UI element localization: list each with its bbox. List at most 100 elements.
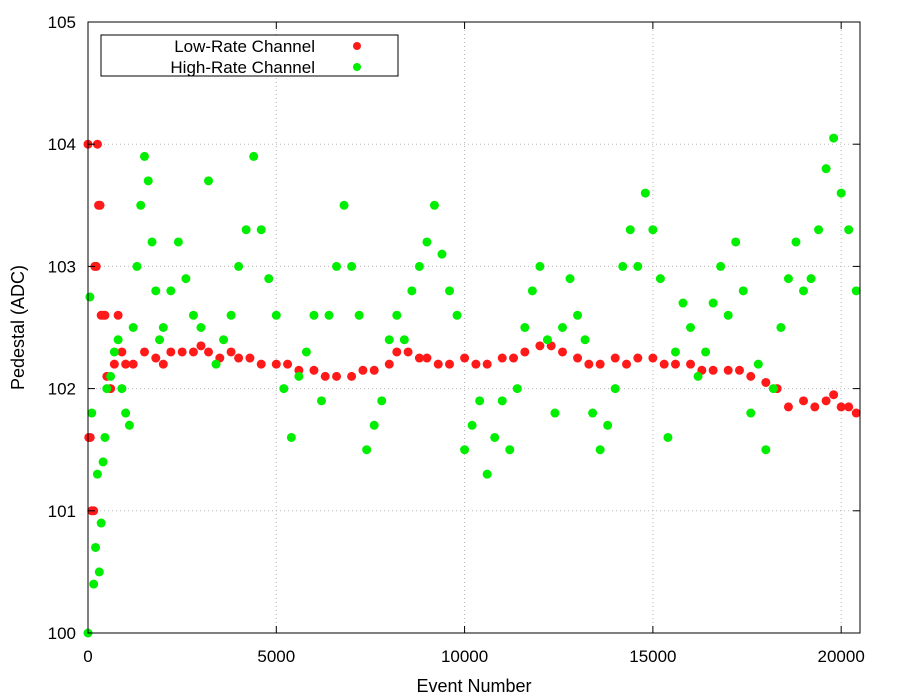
data-point-high-rate (580, 335, 590, 345)
data-point-low-rate (445, 359, 455, 369)
data-point-high-rate (512, 384, 522, 394)
data-point-high-rate (746, 408, 756, 418)
data-point-high-rate (708, 298, 718, 308)
data-point-low-rate (670, 359, 680, 369)
data-point-high-rate (686, 323, 696, 332)
data-point-high-rate (181, 274, 191, 284)
data-point-high-rate (452, 310, 462, 320)
plot-frame (87, 21, 861, 634)
data-point-low-rate (746, 371, 756, 381)
data-point-high-rate (844, 225, 854, 235)
data-point-high-rate (437, 249, 447, 259)
data-point-high-rate (98, 457, 108, 467)
data-point-high-rate (460, 445, 470, 455)
data-point-high-rate (151, 286, 161, 296)
y-tick-label: 105 (48, 13, 76, 32)
data-point-low-rate (414, 353, 424, 363)
data-point-high-rate (670, 347, 680, 357)
data-point-high-rate (256, 225, 266, 235)
data-point-high-rate (655, 274, 665, 284)
data-point-high-rate (414, 261, 424, 271)
data-point-low-rate (283, 359, 293, 369)
data-point-high-rate (791, 237, 801, 247)
data-point-high-rate (173, 237, 183, 247)
data-point-high-rate (557, 323, 567, 332)
data-point-low-rate (557, 347, 567, 357)
data-point-high-rate (354, 310, 364, 320)
data-point-low-rate (471, 359, 481, 369)
data-point-high-rate (113, 335, 123, 345)
legend-label-low-rate: Low-Rate Channel (174, 37, 315, 56)
data-point-low-rate (95, 200, 105, 210)
data-point-high-rate (117, 384, 127, 394)
data-point-low-rate (433, 359, 443, 369)
data-point-high-rate (286, 432, 296, 442)
data-point-high-rate (851, 286, 861, 296)
y-tick-label: 103 (48, 257, 76, 276)
data-point-high-rate (520, 323, 530, 332)
data-point-low-rate (497, 353, 507, 363)
y-tick-label: 101 (48, 502, 76, 521)
data-point-low-rate (851, 408, 861, 418)
data-point-low-rate (196, 341, 206, 351)
data-point-high-rate (429, 200, 439, 210)
data-point-high-rate (806, 274, 816, 284)
data-point-high-rate (701, 347, 711, 357)
data-point-high-rate (143, 176, 153, 186)
data-point-high-rate (121, 408, 131, 418)
data-point-low-rate (113, 310, 123, 320)
data-point-low-rate (535, 341, 545, 351)
data-point-low-rate (139, 347, 149, 357)
data-point-low-rate (166, 347, 176, 357)
data-point-low-rate (128, 359, 138, 369)
data-point-high-rate (399, 335, 409, 345)
data-point-low-rate (460, 353, 470, 363)
y-tick-label: 104 (48, 135, 76, 154)
data-point-high-rate (550, 408, 560, 418)
data-point-low-rate (633, 353, 643, 363)
data-point-low-rate (422, 353, 432, 363)
data-point-high-rate (106, 371, 116, 381)
data-point-low-rate (734, 365, 744, 375)
data-point-high-rate (618, 261, 628, 271)
data-point-high-rate (309, 310, 319, 320)
data-point-low-rate (177, 347, 187, 357)
data-point-high-rate (94, 567, 104, 577)
data-point-high-rate (377, 396, 387, 406)
legend-marker-low-rate (353, 42, 361, 50)
data-point-high-rate (768, 384, 778, 394)
data-point-high-rate (249, 151, 259, 161)
data-point-low-rate (829, 390, 839, 400)
data-point-low-rate (358, 365, 368, 375)
data-point-low-rate (584, 359, 594, 369)
data-point-high-rate (821, 164, 831, 174)
data-point-high-rate (204, 176, 214, 186)
data-point-high-rate (633, 261, 643, 271)
legend: Low-Rate Channel High-Rate Channel (100, 34, 399, 77)
data-point-low-rate (347, 371, 357, 381)
data-point-high-rate (87, 408, 97, 418)
data-point-low-rate (761, 377, 771, 387)
data-point-low-rate (610, 353, 620, 363)
data-point-low-rate (245, 353, 255, 363)
data-point-high-rate (362, 445, 372, 455)
data-point-high-rate (339, 200, 349, 210)
data-point-high-rate (384, 335, 394, 345)
data-point-low-rate (151, 353, 161, 363)
data-point-high-rate (542, 335, 552, 345)
data-point-low-rate (821, 396, 831, 406)
data-point-high-rate (422, 237, 432, 247)
data-point-low-rate (482, 359, 492, 369)
data-point-high-rate (100, 432, 110, 442)
data-point-low-rate (309, 365, 319, 375)
x-tick-label: 10000 (441, 647, 488, 666)
data-point-high-rate (85, 292, 95, 302)
data-point-high-rate (234, 261, 244, 271)
data-point-high-rate (92, 469, 102, 479)
legend-box (100, 34, 399, 77)
data-point-low-rate (256, 359, 266, 369)
data-point-low-rate (509, 353, 519, 363)
data-point-high-rate (89, 579, 99, 589)
data-point-high-rate (467, 420, 477, 430)
data-point-low-rate (234, 353, 244, 363)
